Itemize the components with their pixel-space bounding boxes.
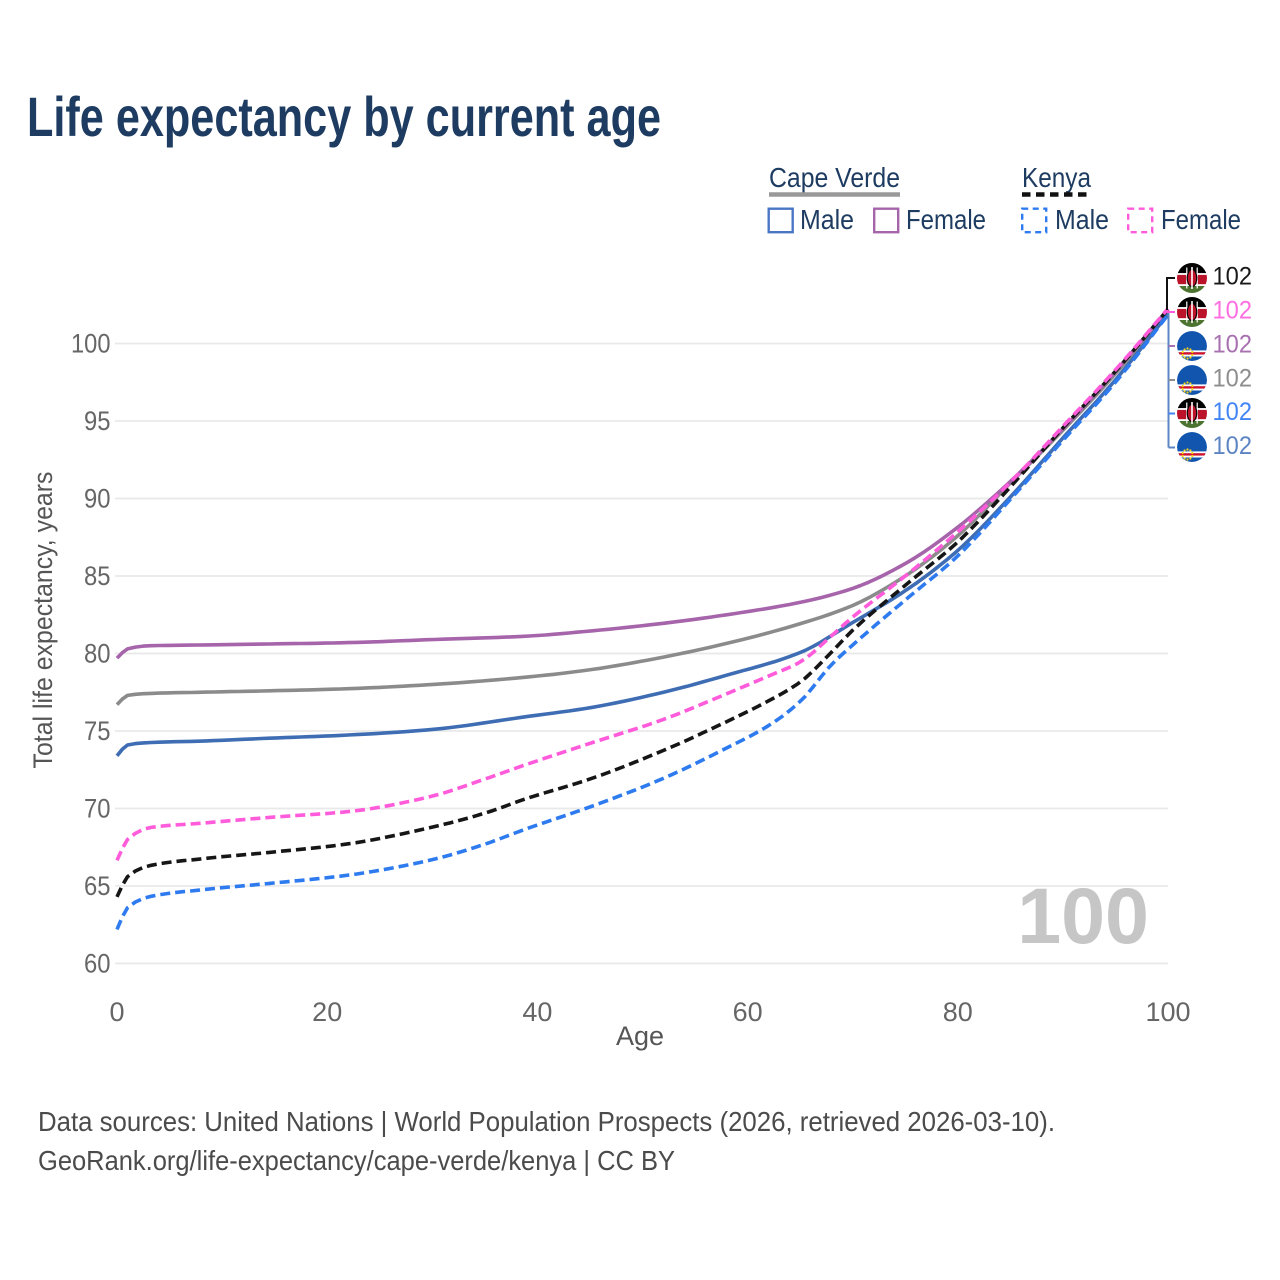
svg-text:100: 100 [1145, 997, 1190, 1027]
svg-text:Female: Female [1161, 204, 1241, 235]
svg-text:100: 100 [1017, 871, 1149, 960]
svg-text:Life expectancy by current age: Life expectancy by current age [27, 85, 661, 148]
svg-text:102: 102 [1213, 365, 1253, 393]
svg-text:102: 102 [1213, 432, 1253, 460]
svg-text:Total life expectancy, years: Total life expectancy, years [28, 472, 58, 769]
svg-text:Male: Male [1055, 204, 1109, 235]
svg-text:75: 75 [84, 716, 111, 746]
svg-text:60: 60 [84, 949, 111, 979]
svg-text:20: 20 [312, 997, 342, 1027]
svg-text:102: 102 [1213, 263, 1253, 291]
svg-text:90: 90 [84, 484, 111, 514]
svg-text:Age: Age [616, 1021, 664, 1051]
svg-text:0: 0 [109, 997, 124, 1027]
svg-text:102: 102 [1213, 331, 1253, 359]
svg-text:100: 100 [71, 329, 111, 359]
svg-text:102: 102 [1213, 297, 1253, 325]
svg-text:95: 95 [84, 406, 111, 436]
svg-text:102: 102 [1213, 398, 1253, 426]
svg-text:Kenya: Kenya [1022, 162, 1091, 193]
svg-text:60: 60 [733, 997, 763, 1027]
svg-text:80: 80 [943, 997, 973, 1027]
svg-text:Cape Verde: Cape Verde [769, 162, 900, 193]
svg-text:65: 65 [84, 871, 111, 901]
svg-text:Male: Male [800, 204, 854, 235]
svg-text:70: 70 [84, 794, 111, 824]
svg-text:40: 40 [522, 997, 552, 1027]
svg-text:Female: Female [906, 204, 986, 235]
svg-text:Data sources: United Nations |: Data sources: United Nations | World Pop… [38, 1106, 1055, 1137]
svg-text:GeoRank.org/life-expectancy/ca: GeoRank.org/life-expectancy/cape-verde/k… [38, 1145, 675, 1176]
svg-text:85: 85 [84, 561, 111, 591]
svg-text:80: 80 [84, 639, 111, 669]
